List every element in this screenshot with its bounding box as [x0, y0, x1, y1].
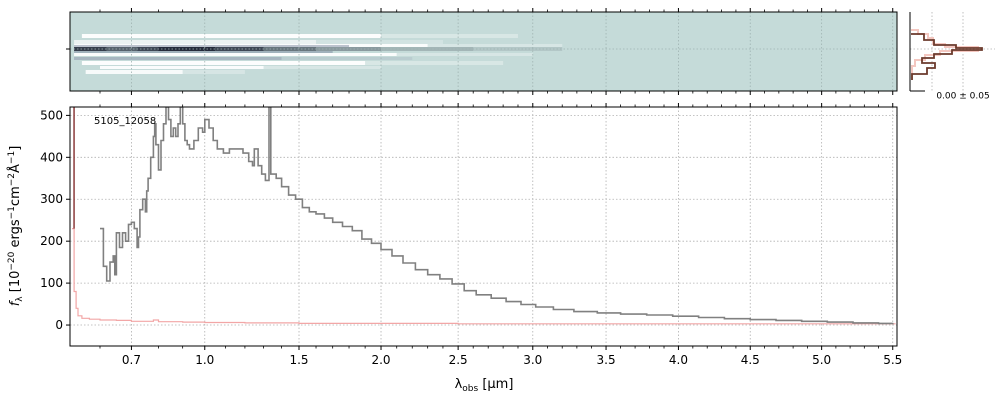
spectrum-2d-band-fade: [381, 34, 518, 38]
x-tick-label: 5.0: [812, 353, 831, 367]
spectrum-2d-band: [74, 57, 282, 60]
spectrum-1d-grid: [70, 107, 897, 346]
spectrum-2d-band: [74, 40, 317, 44]
x-tick-label: 2.5: [449, 353, 468, 367]
x-tick-label: 4.5: [741, 353, 760, 367]
spectrum-2d-trace: [263, 47, 317, 51]
spectrum-2d-rows: [74, 34, 563, 74]
profile-annotation: 0.00 ± 0.05: [936, 92, 989, 102]
spectrum-1d-ticks: 0.7 1.0 1.5 2.0 2.5 3.0 3.5 4.0 4.5 5.0 5.5 0 100 200…: [40, 103, 902, 367]
x-axis-label: λobs [μm]: [455, 377, 514, 394]
series-flux: [100, 107, 894, 325]
x-tick-label: 5.5: [883, 353, 902, 367]
spectrum-2d-band: [99, 66, 264, 69]
profile-line-data: [911, 33, 983, 80]
spectrum-2d-trace: [316, 47, 382, 51]
profile-line-model: [911, 29, 979, 80]
spectrum-2d-halo: [74, 51, 333, 53]
spectrum-2d-band-fade: [316, 40, 443, 44]
x-tick-label: 2.0: [371, 353, 390, 367]
spectrum-2d-halo: [74, 45, 350, 47]
y-tick-label: 500: [40, 108, 63, 122]
spectrum-1d-panel: 0.7 1.0 1.5 2.0 2.5 3.0 3.5 4.0 4.5 5.0 5.5 0 100 200…: [7, 103, 902, 394]
x-tick-label: 3.5: [597, 353, 616, 367]
x-tick-label: 1.0: [195, 353, 214, 367]
spectrum-2d-band-fade: [281, 57, 413, 60]
spectrum-2d-band-fade: [365, 61, 504, 65]
y-tick-label: 200: [40, 234, 63, 248]
series-error: [72, 228, 896, 325]
spectrum-2d-band-fade: [427, 44, 563, 47]
spectrum-2d-band-fade: [263, 66, 382, 69]
spectrum-2d-panel: [66, 8, 898, 95]
x-tick-label: 0.7: [122, 353, 141, 367]
spectrum-2d-trace: [473, 47, 563, 51]
spectrum-2d-band: [74, 53, 397, 56]
spectrum-2d-band: [85, 70, 183, 74]
spectrum-2d-band: [81, 61, 366, 65]
y-tick-label: 300: [40, 192, 63, 206]
x-tick-label: 3.0: [523, 353, 542, 367]
x-tick-label: 4.0: [669, 353, 688, 367]
spectrum-1d-series: [72, 107, 896, 325]
spectrum-2d-band-fade: [182, 70, 245, 74]
spectrum-2d-frame: [69, 11, 898, 92]
y-tick-label: 100: [40, 276, 63, 290]
spectrum-2d-band: [81, 34, 382, 38]
spectrum-2d-trace: [74, 47, 107, 51]
spectrum-2d-grid: [70, 12, 897, 91]
spectrum-2d-trace: [106, 47, 138, 51]
x-tick-label: 1.5: [289, 353, 308, 367]
object-label: 5105_12058: [94, 116, 156, 127]
spectrum-1d-frame: [69, 106, 898, 347]
spectrum-2d-ticks: [99, 8, 894, 95]
spatial-profile-panel: 0.00 ± 0.05: [909, 12, 995, 102]
y-tick-label: 0: [55, 318, 63, 332]
spectrum-2d-band-fade: [396, 53, 533, 56]
y-axis-label: fλ [10−20 ergs−1cm−2Å−1]: [7, 146, 25, 307]
y-tick-label: 400: [40, 150, 63, 164]
profile-lines: [911, 29, 983, 80]
